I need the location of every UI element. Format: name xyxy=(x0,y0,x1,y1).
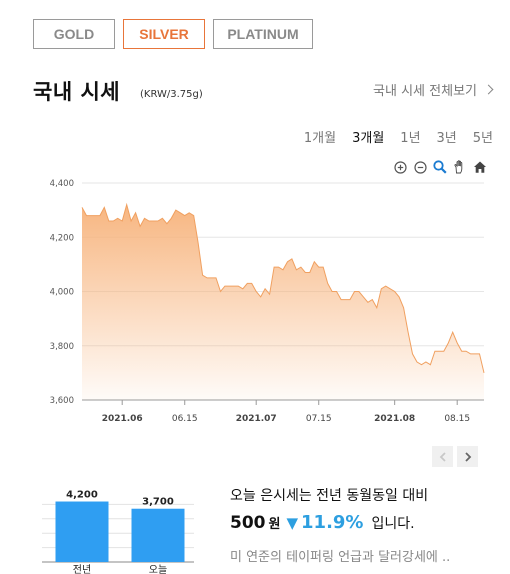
x-tick-label: 2021.06 xyxy=(102,414,143,424)
tab-gold[interactable]: GOLD xyxy=(33,19,115,49)
period-3y[interactable]: 3년 xyxy=(436,131,457,146)
pan-hand-icon[interactable] xyxy=(453,160,467,174)
y-tick-label: 3,600 xyxy=(50,396,74,406)
summary-panel: 오늘 은시세는 전년 동월동일 대비 500 원 ▼ 11.9% 입니다. 미 … xyxy=(230,485,500,565)
news-headline-link[interactable]: 미 연준의 테이퍼링 언급과 달러강세에 .. xyxy=(230,550,451,565)
summary-change: 500 원 ▼ 11.9% 입니다. xyxy=(230,512,500,533)
chevron-right-icon xyxy=(483,84,494,95)
period-1m[interactable]: 1개월 xyxy=(303,131,337,146)
price-area-chart: 3,600 3,800 4,000 4,200 4,400 2021.06 06.15 202… xyxy=(50,179,485,424)
period-5y[interactable]: 5년 xyxy=(472,131,493,146)
change-percent: 11.9% xyxy=(301,512,364,533)
change-amount: 500 xyxy=(230,512,266,533)
chart-pager xyxy=(432,446,478,467)
y-tick-label: 4,200 xyxy=(50,233,74,243)
bar-value-label: 3,700 xyxy=(142,497,174,508)
yoy-bar-chart: 4,200 전년 3,700 오늘 xyxy=(42,490,194,574)
y-tick-label: 4,400 xyxy=(50,179,74,189)
view-all-link[interactable]: 국내 시세 전체보기 xyxy=(373,80,494,99)
x-tick-label: 2021.07 xyxy=(236,414,277,424)
y-tick-label: 3,800 xyxy=(50,342,74,352)
bar-0 xyxy=(55,501,109,562)
price-area xyxy=(82,204,484,400)
down-arrow-icon: ▼ xyxy=(286,513,299,532)
unit-label: (KRW/3.75g) xyxy=(140,89,203,100)
bar-category-label: 전년 xyxy=(73,564,91,574)
period-selector: 1개월 3개월 1년 3년 5년 xyxy=(304,127,493,146)
bar-value-label: 4,200 xyxy=(66,490,98,501)
tab-platinum[interactable]: PLATINUM xyxy=(213,19,313,49)
summary-tail: 입니다. xyxy=(371,515,415,532)
tab-silver[interactable]: SILVER xyxy=(123,19,205,49)
home-icon[interactable] xyxy=(473,160,487,174)
x-tick-label: 07.15 xyxy=(306,414,332,424)
magnify-icon[interactable] xyxy=(433,160,447,174)
y-tick-label: 4,000 xyxy=(50,288,74,298)
price-line xyxy=(81,202,485,374)
x-tick-label: 2021.08 xyxy=(374,414,415,424)
prev-page-button[interactable] xyxy=(432,446,453,467)
metal-tabs: GOLD SILVER PLATINUM xyxy=(33,19,313,49)
chart-toolbar xyxy=(393,160,487,174)
period-3m[interactable]: 3개월 xyxy=(352,131,385,146)
bar-category-label: 오늘 xyxy=(149,564,167,574)
currency-label: 원 xyxy=(268,517,281,532)
view-all-label: 국내 시세 전체보기 xyxy=(373,84,477,99)
period-1y[interactable]: 1년 xyxy=(400,131,421,146)
summary-line: 오늘 은시세는 전년 동월동일 대비 xyxy=(230,488,429,504)
zoom-out-icon[interactable] xyxy=(413,160,427,174)
zoom-in-icon[interactable] xyxy=(393,160,407,174)
x-tick-label: 08.15 xyxy=(444,414,470,424)
bar-1 xyxy=(131,508,185,562)
x-tick-label: 06.15 xyxy=(172,414,198,424)
page-title: 국내 시세 xyxy=(33,80,121,104)
next-page-button[interactable] xyxy=(457,446,478,467)
